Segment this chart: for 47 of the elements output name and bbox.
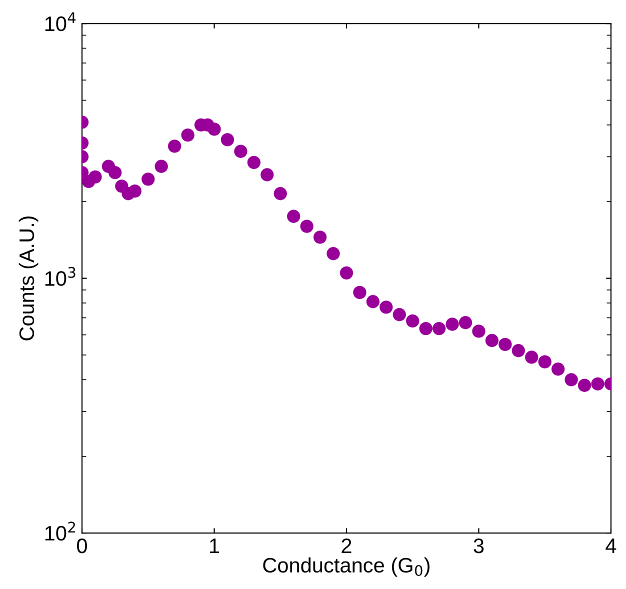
y-tick-label: 10$^{4}$ <box>45 12 76 32</box>
point <box>220 133 234 146</box>
x-tick-label: 2 <box>342 538 352 554</box>
point <box>128 184 142 198</box>
point <box>432 322 446 336</box>
x-tick-label: 3 <box>474 538 484 554</box>
y-tick-label: 10$^{2}$ <box>45 522 75 541</box>
point <box>591 377 604 390</box>
point <box>578 378 592 392</box>
point <box>446 318 459 331</box>
point <box>551 362 565 376</box>
y-axis-title: Counts (A.U.) <box>18 216 38 340</box>
point <box>525 350 538 364</box>
point <box>419 322 432 336</box>
point <box>406 314 420 328</box>
point <box>274 187 287 200</box>
point <box>538 355 552 368</box>
x-tick-label: 0 <box>77 538 87 554</box>
point <box>247 156 261 170</box>
point <box>234 144 248 158</box>
point <box>512 344 525 358</box>
point <box>472 324 486 338</box>
x-tick-label: 4 <box>606 538 616 554</box>
point <box>154 160 168 173</box>
point <box>168 140 182 153</box>
point <box>88 170 102 184</box>
point <box>340 266 354 280</box>
point <box>326 247 340 260</box>
point <box>208 122 221 136</box>
x-tick-label: 1 <box>210 538 220 554</box>
point <box>181 128 194 142</box>
point <box>366 295 380 308</box>
point <box>498 338 512 352</box>
point <box>392 308 406 322</box>
point <box>485 334 499 348</box>
x-axis-title: Conductance (G$_{0}$) <box>263 557 430 577</box>
point <box>260 168 274 182</box>
point <box>458 316 472 330</box>
point <box>142 172 155 186</box>
point <box>300 220 314 233</box>
point <box>313 230 327 244</box>
point <box>287 210 300 223</box>
y-tick-label: 10$^{3}$ <box>45 266 76 286</box>
point <box>564 373 578 386</box>
point <box>353 286 366 300</box>
point <box>380 300 393 314</box>
point <box>108 166 122 180</box>
